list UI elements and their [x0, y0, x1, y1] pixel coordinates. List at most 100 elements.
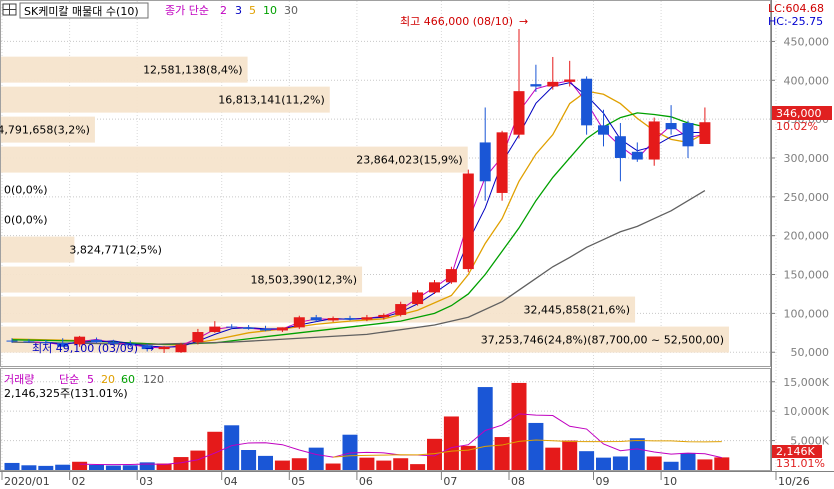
candle-body — [327, 318, 339, 321]
ma-line-3 — [45, 82, 705, 348]
candle-body — [158, 346, 170, 350]
volume-tick-label: 10,000K — [783, 405, 829, 418]
ma-line-30 — [11, 190, 706, 346]
candles — [6, 28, 711, 353]
volume-bars — [4, 382, 730, 470]
volume-bar — [612, 456, 628, 470]
candle-body — [395, 304, 407, 315]
hc-value: HC:-25.75 — [768, 15, 823, 28]
price-tag-value: 346,000 — [776, 107, 822, 120]
candle-body — [513, 91, 525, 135]
volume-profile-bar — [1, 86, 330, 113]
volume-profile-label: 0(0,0%) — [4, 214, 48, 227]
candle-body — [598, 125, 609, 135]
volume-profile-bar — [1, 146, 468, 173]
volume-axis-ticks: 5,000K 10,000K 15,000K — [771, 376, 830, 448]
ma-line-5 — [11, 90, 706, 346]
title-box[interactable] — [19, 2, 149, 19]
candle-body — [614, 136, 626, 158]
candle-body — [479, 142, 491, 182]
volume-bar — [55, 464, 71, 470]
ma-period: 2 — [220, 4, 227, 17]
date-tick-label: 04 — [224, 475, 238, 488]
bottom-axis-bg — [0, 472, 834, 489]
low-arrow: → — [145, 342, 154, 355]
candle-body — [175, 344, 187, 353]
candle-body — [243, 327, 255, 329]
candle-body — [462, 173, 474, 270]
volume-bar — [393, 458, 409, 470]
volume-bar — [190, 450, 206, 470]
ma-line-10 — [11, 112, 706, 346]
candle-body — [57, 342, 69, 347]
candle-body — [91, 339, 102, 343]
volume-profile-label: 18,503,390(12,3%) — [251, 274, 358, 287]
volume-bar — [325, 463, 341, 470]
candle-body — [496, 132, 508, 193]
volume-bar — [4, 462, 20, 470]
volume-bar — [21, 465, 37, 470]
candle-body — [74, 336, 86, 345]
candle-body — [665, 123, 677, 130]
volume-bar — [105, 465, 121, 470]
price-tag — [772, 106, 832, 120]
candle-body — [260, 328, 271, 331]
volume-profile-label: 0(0,0%) — [4, 184, 48, 197]
ma-label: 종가 단순 — [165, 4, 209, 17]
candle-body — [40, 342, 52, 344]
volume-profile-label: 3,824,771(2,5%) — [69, 244, 162, 257]
candle-body — [581, 78, 593, 126]
volume-bar — [680, 452, 696, 470]
volume-profile: 12,581,138(8,4%) 16,813,141(11,2%) 4,791,6… — [0, 56, 729, 353]
volume-bar — [646, 456, 662, 470]
volume-bar — [241, 450, 257, 470]
candle-body — [564, 79, 576, 82]
volume-profile-bar — [1, 56, 248, 83]
volume-ma-label: 단순 — [59, 373, 79, 386]
volume-bar — [291, 458, 307, 470]
volume-bar — [258, 455, 273, 470]
candle-body — [344, 318, 356, 320]
volume-label: 거래량 — [4, 373, 34, 386]
candle-body — [699, 122, 711, 144]
candle-body — [6, 340, 18, 342]
price-tick-label: 300,000 — [784, 152, 830, 165]
volume-bar — [139, 462, 155, 470]
candle-body — [361, 317, 373, 320]
date-tick-label: 07 — [443, 475, 457, 488]
volume-bar — [207, 431, 223, 470]
lc-value: LC:604.68 — [768, 2, 824, 15]
volume-tick-label: 15,000K — [783, 376, 829, 389]
price-pct: 10.02% — [776, 120, 818, 133]
volume-pct: 131.01% — [776, 457, 825, 470]
volume-ma-period: 5 — [87, 373, 94, 386]
right-axis-bg — [771, 0, 834, 489]
price-tick-label: 250,000 — [784, 191, 830, 204]
volume-bar — [579, 451, 595, 470]
volume-bar — [342, 434, 358, 470]
volume-bar — [545, 447, 561, 470]
volume-ma-line-20 — [333, 439, 722, 458]
volume-bar — [89, 465, 104, 470]
date-tick-label: 02 — [72, 475, 86, 488]
date-tick-label: 2020/01 — [4, 475, 50, 488]
date-tick-label: 10 — [663, 475, 677, 488]
volume-bar — [511, 382, 527, 470]
moving-averages — [11, 80, 706, 349]
date-tick-label: 10/26 — [778, 475, 810, 488]
candle-body — [107, 342, 119, 344]
price-tick-label: 50,000 — [791, 346, 830, 359]
high-annotation: 최고 466,000 (08/10) — [400, 15, 513, 28]
volume-profile-label: 23,864,023(15,9%) — [356, 154, 463, 167]
candle-body — [682, 123, 694, 147]
volume-tag — [772, 445, 822, 458]
price-tick-label: 400,000 — [784, 74, 830, 87]
price-tick-label: 150,000 — [784, 269, 830, 282]
price-tick-label: 100,000 — [784, 307, 830, 320]
volume-profile-label: 16,813,141(11,2%) — [218, 94, 325, 107]
low-annotation: 최저 49,100 (03/09) — [32, 342, 138, 355]
volume-bar — [460, 445, 476, 470]
candle-body — [648, 121, 660, 160]
date-tick-label: 08 — [511, 475, 525, 488]
volume-ma-period: 20 — [101, 373, 115, 386]
